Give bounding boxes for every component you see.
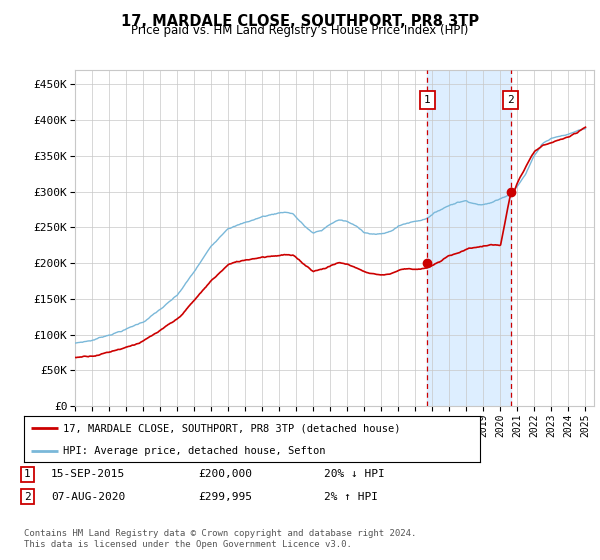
Text: 15-SEP-2015: 15-SEP-2015 (51, 469, 125, 479)
Text: 2: 2 (24, 492, 31, 502)
Text: £299,995: £299,995 (198, 492, 252, 502)
Text: 1: 1 (24, 469, 31, 479)
Bar (427, 70, 511, 406)
Text: 2% ↑ HPI: 2% ↑ HPI (324, 492, 378, 502)
Text: £200,000: £200,000 (198, 469, 252, 479)
Text: 20% ↓ HPI: 20% ↓ HPI (324, 469, 385, 479)
Text: 2: 2 (507, 95, 514, 105)
Text: 1: 1 (424, 95, 431, 105)
Text: 17, MARDALE CLOSE, SOUTHPORT, PR8 3TP (detached house): 17, MARDALE CLOSE, SOUTHPORT, PR8 3TP (d… (63, 423, 400, 433)
Text: HPI: Average price, detached house, Sefton: HPI: Average price, detached house, Seft… (63, 446, 325, 455)
Text: Contains HM Land Registry data © Crown copyright and database right 2024.
This d: Contains HM Land Registry data © Crown c… (24, 529, 416, 549)
Text: Price paid vs. HM Land Registry’s House Price Index (HPI): Price paid vs. HM Land Registry’s House … (131, 24, 469, 36)
Text: 07-AUG-2020: 07-AUG-2020 (51, 492, 125, 502)
Text: 17, MARDALE CLOSE, SOUTHPORT, PR8 3TP: 17, MARDALE CLOSE, SOUTHPORT, PR8 3TP (121, 14, 479, 29)
